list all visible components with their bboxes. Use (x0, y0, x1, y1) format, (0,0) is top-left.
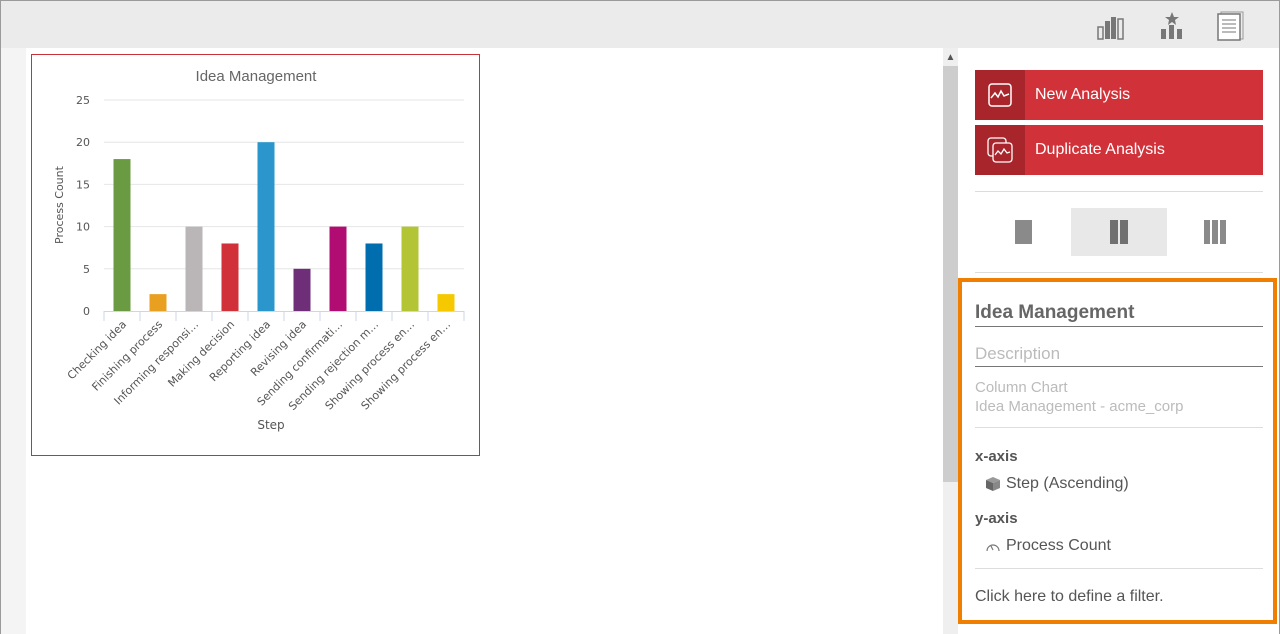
three-column-icon-part (1220, 220, 1226, 244)
duplicate-analysis-button[interactable]: Duplicate Analysis (975, 125, 1263, 175)
layout-two-column-button[interactable] (1071, 208, 1167, 256)
define-filter-link[interactable]: Click here to define a filter. (975, 588, 1164, 605)
top-toolbar (1, 1, 1279, 48)
bar (365, 243, 383, 311)
bar (401, 226, 419, 311)
duplicate-icon (975, 125, 1025, 175)
one-column-icon (1014, 220, 1032, 244)
y-axis-field[interactable]: Process Count (985, 537, 1111, 555)
layout-one-column-button[interactable] (975, 208, 1071, 256)
dimension-cube-icon (986, 477, 1000, 491)
x-axis-title: Step (257, 418, 284, 432)
x-tick-label: Making decision (165, 318, 237, 390)
scroll-up-icon[interactable]: ▲ (945, 52, 956, 63)
three-column-icon-part (1212, 220, 1218, 244)
analysis-meta: Column Chart Idea Management - acme_corp (975, 378, 1183, 416)
y-tick-label: 5 (83, 263, 90, 276)
divider (975, 272, 1263, 273)
x-axis-field-label: Step (Ascending) (1006, 475, 1129, 492)
x-axis-field[interactable]: Step (Ascending) (985, 475, 1129, 493)
analysis-title-input[interactable]: Idea Management (975, 302, 1263, 327)
description-input[interactable]: Description (975, 344, 1263, 367)
favorites-chart-icon[interactable] (1157, 11, 1189, 41)
report-pages-icon[interactable] (1215, 11, 1247, 41)
bar (437, 294, 455, 311)
x-axis-heading: x-axis (975, 448, 1018, 465)
y-axis-title: Process Count (53, 165, 66, 244)
new-analysis-label: New Analysis (1035, 86, 1131, 103)
vertical-scrollbar[interactable]: ▲ (943, 48, 958, 634)
bar (185, 226, 203, 311)
y-tick-label: 25 (76, 94, 90, 107)
divider (975, 568, 1263, 569)
y-tick-label: 0 (83, 305, 90, 318)
y-tick-label: 15 (76, 178, 90, 191)
measure-gauge-icon (986, 544, 1000, 552)
bar (329, 226, 347, 311)
left-gutter (1, 48, 26, 634)
chart-type-text: Column Chart (975, 379, 1068, 396)
y-axis-heading: y-axis (975, 510, 1018, 527)
divider (975, 191, 1263, 192)
analysis-icon (975, 70, 1025, 120)
two-column-icon (1110, 220, 1118, 244)
duplicate-analysis-label: Duplicate Analysis (1035, 141, 1165, 158)
divider (975, 427, 1263, 428)
bar (221, 243, 239, 311)
new-analysis-button[interactable]: New Analysis (975, 70, 1263, 120)
y-tick-label: 20 (76, 136, 90, 149)
chart-title: Idea Management (196, 68, 318, 85)
y-tick-label: 10 (76, 221, 90, 234)
scrollbar-thumb[interactable] (943, 66, 958, 482)
two-column-icon-part (1120, 220, 1128, 244)
three-column-icon (1204, 220, 1210, 244)
bar-chart-icon[interactable] (1095, 11, 1127, 41)
bar (257, 142, 275, 311)
bar (293, 268, 311, 311)
y-axis-field-label: Process Count (1006, 537, 1111, 554)
layout-three-column-button[interactable] (1167, 208, 1263, 256)
chart-card[interactable]: Idea Management 0 5 10 15 20 25 Checking idea F… (31, 54, 480, 456)
bar (149, 294, 167, 311)
bar (113, 159, 131, 311)
analysis-info-panel: Idea Management Description Column Chart… (958, 278, 1277, 624)
data-source-text: Idea Management - acme_corp (975, 398, 1184, 415)
